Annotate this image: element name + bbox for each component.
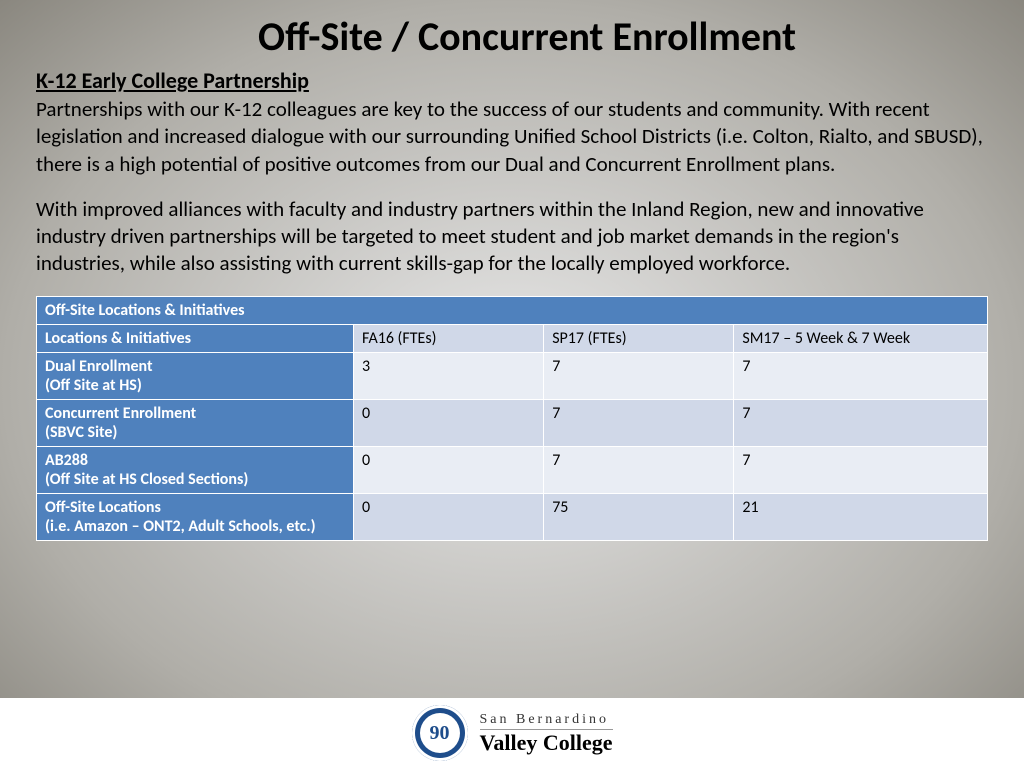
row-label-1: Concurrent Enrollment(SBVC Site) [37, 399, 354, 446]
org-logo-text: San Bernardino Valley College [480, 713, 613, 754]
badge-number: 90 [420, 713, 460, 753]
table-row: Concurrent Enrollment(SBVC Site) 0 7 7 [37, 399, 988, 446]
col-header-1: FA16 (FTEs) [354, 324, 544, 352]
col-header-3: SM17 – 5 Week & 7 Week [734, 324, 988, 352]
cell: 7 [544, 352, 734, 399]
slide: Off-Site / Concurrent Enrollment K-12 Ea… [0, 0, 1024, 768]
col-header-2: SP17 (FTEs) [544, 324, 734, 352]
cell: 0 [354, 446, 544, 493]
table-header-main: Off-Site Locations & Initiatives [37, 296, 988, 324]
table-row: AB288(Off Site at HS Closed Sections) 0 … [37, 446, 988, 493]
cell: 7 [734, 399, 988, 446]
cell: 7 [734, 352, 988, 399]
anniversary-badge-icon: 90 [412, 705, 468, 761]
row-label-0: Dual Enrollment(Off Site at HS) [37, 352, 354, 399]
footer: 90 San Bernardino Valley College [0, 698, 1024, 768]
enrollment-table: Off-Site Locations & Initiatives Locatio… [36, 296, 988, 541]
table-header-main-row: Off-Site Locations & Initiatives [37, 296, 988, 324]
col-header-0: Locations & Initiatives [37, 324, 354, 352]
cell: 7 [544, 446, 734, 493]
paragraph-1: Partnerships with our K-12 colleagues ar… [36, 96, 988, 178]
cell: 0 [354, 399, 544, 446]
paragraph-2: With improved alliances with faculty and… [36, 196, 988, 278]
cell: 0 [354, 493, 544, 540]
table-container: Off-Site Locations & Initiatives Locatio… [36, 296, 988, 541]
cell: 75 [544, 493, 734, 540]
table-row: Dual Enrollment(Off Site at HS) 3 7 7 [37, 352, 988, 399]
section-subtitle: K-12 Early College Partnership [36, 67, 988, 94]
org-name-line1: San Bernardino [480, 713, 613, 730]
row-label-2: AB288(Off Site at HS Closed Sections) [37, 446, 354, 493]
table-row: Off-Site Locations(i.e. Amazon – ONT2, A… [37, 493, 988, 540]
org-name-line2: Valley College [480, 732, 613, 754]
cell: 3 [354, 352, 544, 399]
row-label-3: Off-Site Locations(i.e. Amazon – ONT2, A… [37, 493, 354, 540]
table-header-columns-row: Locations & Initiatives FA16 (FTEs) SP17… [37, 324, 988, 352]
cell: 7 [544, 399, 734, 446]
cell: 7 [734, 446, 988, 493]
slide-title: Off-Site / Concurrent Enrollment [66, 12, 988, 61]
cell: 21 [734, 493, 988, 540]
